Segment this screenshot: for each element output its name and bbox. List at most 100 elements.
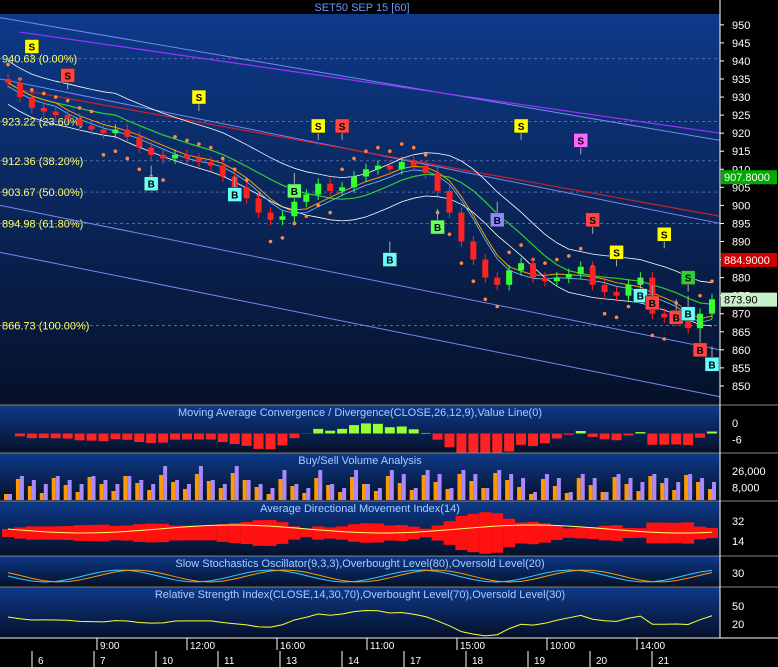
bollinger-upper-line [7,60,713,284]
psar-dot [614,315,619,320]
candle-body [303,194,310,202]
chart-title: SET50 SEP 15 [60] [314,2,409,14]
candle-body [291,201,298,217]
volume-bar-buy [521,478,526,500]
volume-bar-sell [218,488,223,500]
candle-body [315,183,322,195]
fib-level-label: 923.22 (23.60%) [2,117,83,129]
adx-band [157,523,170,543]
macd-bar [217,433,228,443]
macd-bar [38,433,49,439]
price-tick-label: 895 [732,218,750,230]
psar-dot [197,142,201,146]
adx-band [133,524,146,542]
volume-bar-sell [696,482,701,500]
candle-body [112,129,119,134]
candle-body [16,82,23,98]
psar-dot [232,167,237,172]
macd-bar [683,433,694,446]
volume-bar-buy [604,492,609,500]
adx-band [479,512,492,554]
macd-bar [587,433,598,437]
volume-bar-buy [389,470,394,500]
signal-label: S [518,122,525,133]
volume-bar-buy [151,484,156,500]
date-label: 6 [38,656,44,667]
volume-bar-buy [270,488,275,500]
panel-tick-label: 0 [732,418,738,430]
volume-bar-buy [282,470,287,500]
adx-band [467,513,480,553]
volume-bar-buy [330,484,335,500]
fib-level-label: 903.67 (50.00%) [2,187,83,199]
volume-bar-sell [445,489,450,500]
volume-bar-sell [409,490,414,500]
psar-dot [77,106,82,110]
macd-bar [623,433,634,436]
candle-body [28,97,35,108]
panel-title: Moving Average Convergence / Divergence(… [178,407,542,419]
volume-bar-sell [529,494,534,500]
macd-bar [170,433,181,440]
signal-label: B [291,187,298,198]
signal-label: B [696,346,703,357]
signal-marker [680,306,696,321]
volume-bar-sell [194,474,199,500]
psar-dot [423,153,428,157]
volume-bar-buy [294,484,299,500]
price-tick-label: 900 [732,200,750,212]
macd-bar [265,433,276,450]
volume-bar-buy [354,470,359,500]
volume-bar-sell [708,489,712,500]
volume-bar-buy [580,474,585,500]
signal-marker [60,68,75,83]
volume-bar-sell [350,477,355,500]
signal-label: B [434,223,441,234]
psar-dot [316,203,321,208]
price-marker-label: 907.8000 [724,172,770,184]
volume-bar-buy [544,474,549,500]
macd-bar [647,433,658,445]
macd-bar [599,433,610,440]
volume-bar-sell [242,480,247,500]
psar-dot [507,250,511,255]
signal-label: S [29,43,36,54]
adx-band [109,525,122,541]
macd-bar [349,425,360,434]
macd-bar [384,427,395,434]
candle-body [100,129,107,134]
volume-bar-buy [198,466,203,500]
candle-body [446,190,453,213]
signal-label: B [673,313,680,324]
macd-bar [707,431,717,434]
signal-marker [573,133,588,148]
signal-label: B [148,180,155,191]
candle-body [422,165,429,173]
volume-bar-sell [612,477,617,500]
macd-bar [539,433,550,444]
volume-bar-sell [15,479,20,500]
candle-body [530,263,537,278]
candle-body [172,154,179,159]
panel-title: Slow Stochastics Oscillator(9,3,3),Overb… [175,558,544,570]
volume-bar-buy [210,480,215,500]
fib-level-label: 940.63 (0.00%) [2,54,77,66]
price-marker-box [721,292,777,307]
fib-level-label: 894.98 (61.80%) [2,219,83,231]
volume-bar-buy [127,476,132,500]
price-tick-label: 905 [732,182,750,194]
candle-body [410,162,417,166]
macd-bar [289,433,300,439]
psar-dot [65,98,70,103]
psar-dot [364,149,368,154]
adx-band [419,528,432,538]
candle-body [327,183,334,191]
volume-bar-buy [485,488,490,500]
macd-bar [396,426,407,434]
adx-band [204,525,217,541]
adx-band [288,526,301,540]
adx-band [300,528,313,538]
psar-dot [244,178,249,182]
price-tick-label: 860 [732,345,750,357]
adx-band [180,525,193,541]
